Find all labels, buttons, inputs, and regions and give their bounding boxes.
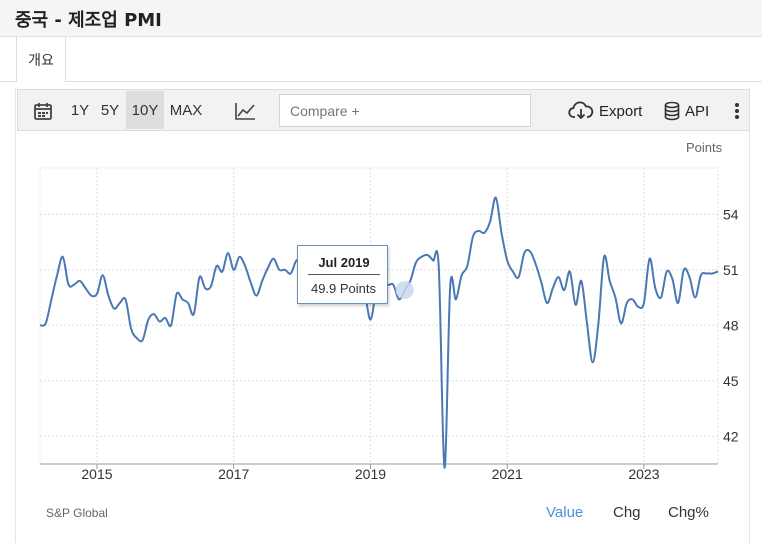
x-tick-label: 2021 [492, 466, 523, 482]
tooltip-date: Jul 2019 [308, 255, 380, 275]
x-tick-label: 2017 [218, 466, 249, 482]
tab-overview[interactable]: 개요 [16, 37, 66, 83]
data-tooltip: Jul 2019 49.9 Points [297, 245, 388, 304]
tooltip-value: 49.9 Points [310, 281, 377, 296]
range-1y-button[interactable]: 1Y [70, 101, 90, 119]
range-max-button[interactable]: MAX [169, 101, 203, 119]
chart-toolbar: 1Y 5Y 10Y MAX Compare + Export [17, 89, 750, 131]
y-tick-label: 45 [723, 373, 739, 389]
cloud-download-icon [568, 101, 594, 120]
x-tick-label: 2019 [355, 466, 386, 482]
export-button[interactable]: Export [568, 95, 642, 127]
series-line [39, 196, 719, 469]
view-tab-chg-pct[interactable]: Chg% [668, 504, 709, 521]
view-tab-chg[interactable]: Chg [613, 504, 641, 521]
source-label: S&P Global [46, 506, 108, 520]
y-tick-label: 48 [723, 317, 739, 333]
view-tab-value[interactable]: Value [546, 504, 584, 521]
page-title: 중국 - 제조업 PMI [15, 10, 162, 31]
plot-frame [39, 167, 719, 465]
range-10y-button[interactable]: 10Y [126, 91, 164, 129]
range-5y-button[interactable]: 5Y [100, 101, 120, 119]
api-label: API [685, 102, 710, 120]
api-button[interactable]: API [664, 95, 709, 127]
y-tick-label: 51 [723, 262, 739, 278]
y-tick-label: 54 [723, 206, 739, 222]
database-icon [664, 101, 680, 121]
calendar-icon[interactable] [32, 100, 54, 122]
more-vertical-icon[interactable] [730, 99, 744, 123]
chart-panel: 1Y 5Y 10Y MAX Compare + Export [15, 88, 750, 543]
tab-strip: 개요 [0, 37, 762, 83]
units-label: Points [686, 140, 723, 155]
y-tick-label: 42 [723, 428, 739, 444]
highlight-marker [395, 281, 414, 300]
compare-input[interactable]: Compare + [279, 94, 531, 127]
x-tick-label: 2015 [81, 466, 112, 482]
page-header: 중국 - 제조업 PMI [0, 0, 762, 37]
export-label: Export [599, 102, 643, 120]
line-chart-icon[interactable] [234, 100, 256, 122]
x-tick-label: 2023 [628, 466, 659, 482]
